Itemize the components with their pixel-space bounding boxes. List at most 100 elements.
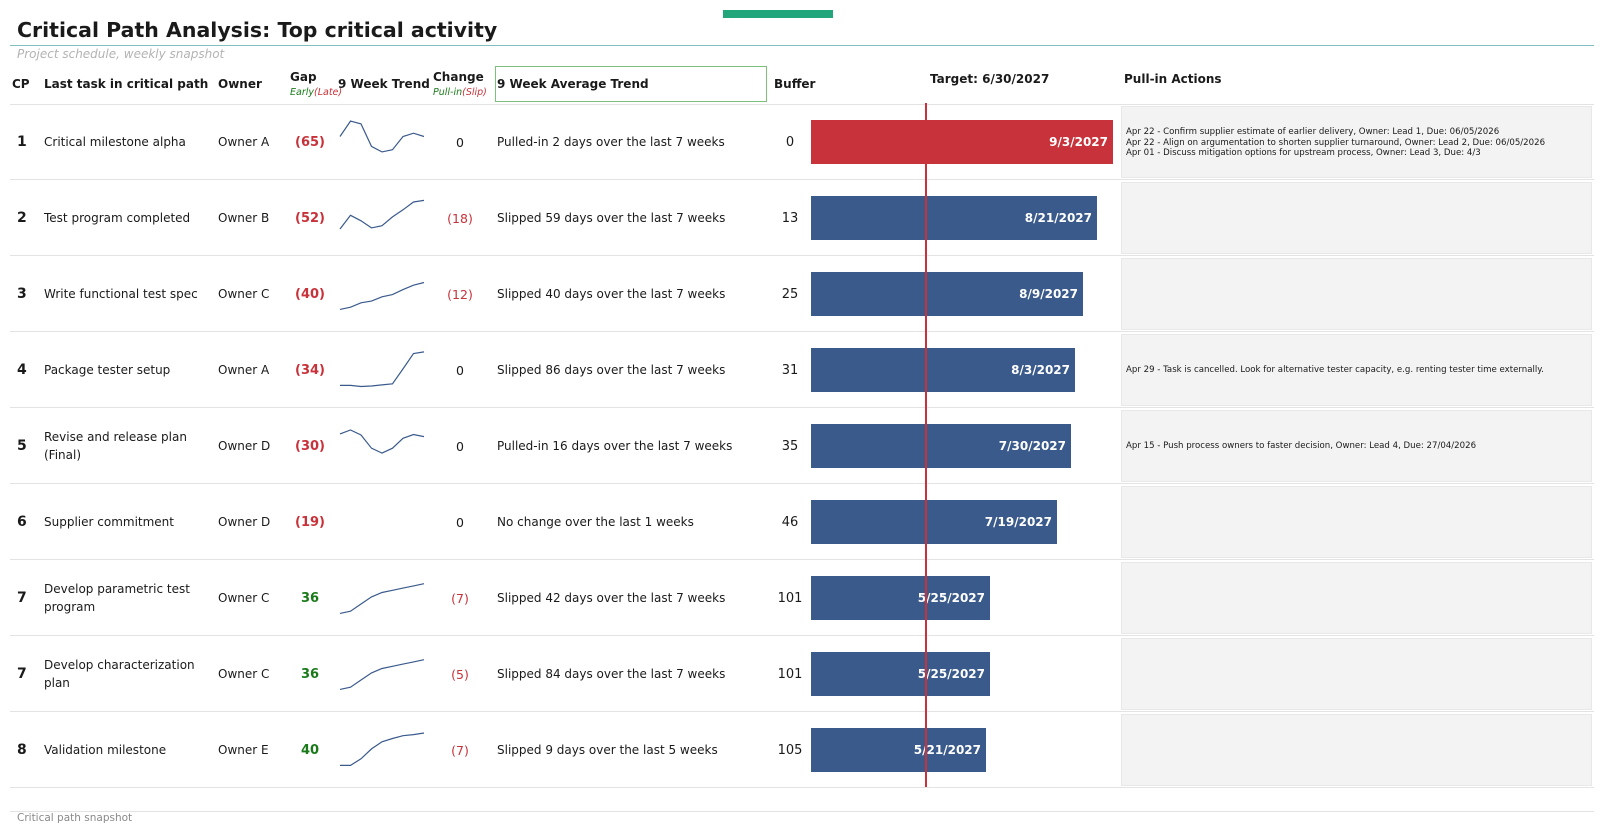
trend-line bbox=[339, 659, 425, 690]
pull-in-actions-text bbox=[1126, 487, 1589, 557]
pull-in-actions-cell[interactable] bbox=[1121, 714, 1592, 786]
row-divider bbox=[10, 407, 1594, 408]
task-name: Develop parametric test program bbox=[44, 582, 190, 614]
cp-number: 2 bbox=[17, 210, 27, 226]
pull-in-actions-text bbox=[1126, 563, 1589, 633]
target-date-line bbox=[925, 103, 927, 787]
pull-in-actions-text: Apr 15 - Push process owners to faster d… bbox=[1126, 411, 1589, 481]
table-row[interactable]: 6 Supplier commitment Owner D (19) 0 No chang… bbox=[0, 484, 1600, 560]
pull-in-actions-cell[interactable]: Apr 15 - Push process owners to faster d… bbox=[1121, 410, 1592, 482]
cp-number: 7 bbox=[17, 590, 27, 606]
finish-date-label: 5/25/2027 bbox=[917, 667, 985, 681]
table-row[interactable]: 4 Package tester setup Owner A (34) 0 Slipped… bbox=[0, 332, 1600, 408]
pull-in-actions-cell[interactable] bbox=[1121, 562, 1592, 634]
finish-bar bbox=[811, 424, 1071, 468]
trend-sparkline bbox=[340, 351, 425, 388]
page-subtitle: Project schedule, weekly snapshot bbox=[17, 47, 225, 61]
finish-date-label: 8/3/2027 bbox=[1011, 363, 1070, 377]
action-item: Apr 15 - Push process owners to faster d… bbox=[1126, 440, 1477, 451]
finish-date-label: 8/21/2027 bbox=[1024, 211, 1092, 225]
table-row[interactable]: 7 Develop characterization plan Owner C 36 (… bbox=[0, 636, 1600, 712]
pull-in-actions-cell[interactable] bbox=[1121, 258, 1592, 330]
gap-legend-early: Early bbox=[290, 87, 314, 98]
buffer-value: 101 bbox=[777, 590, 803, 606]
gap-value: 36 bbox=[300, 666, 320, 682]
finish-bar bbox=[811, 576, 990, 620]
trend-sparkline bbox=[340, 732, 425, 767]
accent-bar bbox=[723, 10, 833, 18]
trend-line bbox=[340, 732, 425, 767]
change-legend-pull: Pull-in bbox=[433, 87, 463, 98]
buffer-value: 46 bbox=[781, 514, 799, 530]
col-header-owner: Owner bbox=[218, 77, 262, 91]
owner-name: Owner D bbox=[218, 439, 271, 453]
owner-name: Owner D bbox=[218, 515, 271, 529]
table-row[interactable]: 7 Develop parametric test program Owner C 3… bbox=[0, 560, 1600, 636]
change-value: (12) bbox=[447, 286, 473, 302]
pull-in-actions-cell[interactable]: Apr 22 - Confirm supplier estimate of ea… bbox=[1121, 106, 1592, 178]
avg-trend-text: Slipped 9 days over the last 5 weeks bbox=[497, 743, 718, 757]
title-divider bbox=[10, 45, 1594, 46]
gap-value: (30) bbox=[295, 438, 325, 454]
row-divider bbox=[10, 255, 1594, 256]
change-value: (18) bbox=[447, 210, 473, 226]
owner-name: Owner E bbox=[218, 743, 269, 757]
task-name: Package tester setup bbox=[44, 363, 171, 377]
table-row[interactable]: 1 Critical milestone alpha Owner A (65) 0 Pul… bbox=[0, 104, 1600, 180]
change-value: (7) bbox=[451, 742, 469, 758]
header-divider bbox=[10, 104, 1594, 105]
row-divider bbox=[10, 483, 1594, 484]
task-name: Validation milestone bbox=[44, 743, 167, 757]
gap-value: 40 bbox=[300, 742, 320, 758]
finish-date-label: 5/25/2027 bbox=[917, 591, 985, 605]
action-item: Apr 22 - Confirm supplier estimate of ea… bbox=[1126, 127, 1500, 137]
pull-in-actions-cell[interactable]: Apr 29 - Task is cancelled. Look for alt… bbox=[1121, 334, 1592, 406]
pull-in-actions-cell[interactable] bbox=[1121, 638, 1592, 710]
change-value: 0 bbox=[456, 438, 464, 454]
buffer-value: 13 bbox=[781, 210, 799, 226]
avg-trend-text: Slipped 59 days over the last 7 weeks bbox=[497, 211, 726, 225]
target-header: Target: 6/30/2027 bbox=[930, 72, 1050, 86]
footer-divider bbox=[10, 811, 1594, 812]
trend-line bbox=[339, 281, 425, 310]
gap-value: (52) bbox=[295, 210, 325, 226]
finish-bar bbox=[811, 728, 986, 772]
row-divider bbox=[10, 711, 1594, 712]
table-row[interactable]: 5 Revise and release plan (Final) Owner D (… bbox=[0, 408, 1600, 484]
task-name: Revise and release plan (Final) bbox=[44, 430, 187, 462]
col-header-avg-trend: 9 Week Average Trend bbox=[497, 77, 649, 91]
gap-value: (34) bbox=[295, 362, 325, 378]
gap-value: (65) bbox=[295, 134, 325, 150]
table-row[interactable]: 2 Test program completed Owner B (52) (18) Sl… bbox=[0, 180, 1600, 256]
col-header-change: Change bbox=[433, 70, 484, 84]
pull-in-actions-text bbox=[1126, 715, 1589, 785]
col-header-task: Last task in critical path bbox=[44, 77, 209, 91]
trend-line bbox=[339, 120, 425, 153]
avg-trend-text: Slipped 42 days over the last 7 weeks bbox=[497, 591, 726, 605]
avg-trend-text: Slipped 86 days over the last 7 weeks bbox=[497, 363, 726, 377]
footnote: Critical path snapshot bbox=[17, 812, 133, 824]
gap-value: (19) bbox=[295, 514, 325, 530]
finish-bar bbox=[811, 348, 1075, 392]
owner-name: Owner A bbox=[218, 135, 270, 149]
change-value: (7) bbox=[451, 590, 469, 606]
finish-date-label: 9/3/2027 bbox=[1049, 135, 1108, 149]
pull-in-actions-cell[interactable] bbox=[1121, 182, 1592, 254]
task-name: Critical milestone alpha bbox=[44, 135, 186, 149]
table-row[interactable]: 8 Validation milestone Owner E 40 (7) Slipped… bbox=[0, 712, 1600, 788]
action-item: Apr 22 - Align on argumentation to short… bbox=[1126, 137, 1546, 148]
change-value: 0 bbox=[456, 134, 464, 150]
cp-number: 6 bbox=[17, 514, 27, 530]
table-row[interactable]: 3 Write functional test spec Owner C (40) (1… bbox=[0, 256, 1600, 332]
avg-trend-header-box[interactable] bbox=[495, 66, 767, 102]
avg-trend-text: Slipped 84 days over the last 7 weeks bbox=[497, 667, 726, 681]
finish-date-label: 8/9/2027 bbox=[1019, 287, 1078, 301]
trend-line bbox=[339, 583, 425, 614]
trend-sparkline bbox=[339, 281, 425, 310]
col-header-cp: CP bbox=[12, 77, 30, 91]
buffer-value: 25 bbox=[781, 286, 799, 302]
pull-in-actions-cell[interactable] bbox=[1121, 486, 1592, 558]
trend-line bbox=[340, 351, 425, 388]
trend-sparkline bbox=[339, 583, 425, 614]
row-divider bbox=[10, 331, 1594, 332]
